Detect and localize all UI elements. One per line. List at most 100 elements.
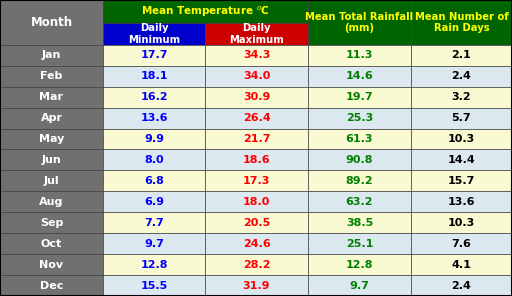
Bar — [0, 45, 103, 66]
Bar — [0, 108, 103, 128]
Bar — [205, 233, 308, 254]
Bar — [103, 128, 205, 149]
Text: Jan: Jan — [42, 50, 61, 60]
Text: 24.6: 24.6 — [243, 239, 270, 249]
Text: Feb: Feb — [40, 71, 62, 81]
Text: 14.4: 14.4 — [447, 155, 475, 165]
Text: 20.5: 20.5 — [243, 218, 270, 228]
Bar — [205, 149, 308, 170]
Bar — [0, 233, 103, 254]
Bar — [308, 0, 411, 45]
Text: 38.5: 38.5 — [346, 218, 373, 228]
Text: Daily
Minimum: Daily Minimum — [128, 23, 180, 45]
Text: 8.0: 8.0 — [144, 155, 164, 165]
Text: 12.8: 12.8 — [346, 260, 373, 270]
Text: 15.5: 15.5 — [140, 281, 167, 291]
Bar — [411, 170, 512, 191]
Bar — [308, 212, 411, 233]
Text: 61.3: 61.3 — [346, 134, 373, 144]
Text: 30.9: 30.9 — [243, 92, 270, 102]
Bar — [205, 275, 308, 296]
Bar — [411, 0, 512, 45]
Bar — [205, 170, 308, 191]
Text: 6.9: 6.9 — [144, 197, 164, 207]
Bar — [411, 212, 512, 233]
Text: 26.4: 26.4 — [243, 113, 270, 123]
Text: 17.3: 17.3 — [243, 176, 270, 186]
Bar — [103, 23, 205, 45]
Text: Dec: Dec — [40, 281, 63, 291]
Bar — [205, 87, 308, 108]
Bar — [205, 212, 308, 233]
Bar — [205, 128, 308, 149]
Bar — [0, 87, 103, 108]
Text: 15.7: 15.7 — [448, 176, 475, 186]
Bar — [308, 108, 411, 128]
Bar — [0, 170, 103, 191]
Bar — [308, 191, 411, 212]
Text: 7.7: 7.7 — [144, 218, 164, 228]
Bar — [205, 108, 308, 128]
Text: Daily
Maximum: Daily Maximum — [229, 23, 284, 45]
Bar — [411, 66, 512, 87]
Text: 18.1: 18.1 — [140, 71, 168, 81]
Text: Jun: Jun — [41, 155, 61, 165]
Text: 19.7: 19.7 — [346, 92, 373, 102]
Text: Mean Temperature $^o$C: Mean Temperature $^o$C — [141, 4, 270, 19]
Bar — [103, 87, 205, 108]
Text: 31.9: 31.9 — [243, 281, 270, 291]
Text: Oct: Oct — [41, 239, 62, 249]
Text: 2.1: 2.1 — [452, 50, 472, 60]
Bar — [308, 170, 411, 191]
Bar — [103, 0, 308, 23]
Text: 18.6: 18.6 — [243, 155, 270, 165]
Bar — [103, 233, 205, 254]
Bar — [205, 23, 308, 45]
Text: 63.2: 63.2 — [346, 197, 373, 207]
Bar — [103, 191, 205, 212]
Text: 90.8: 90.8 — [346, 155, 373, 165]
Bar — [308, 66, 411, 87]
Bar — [103, 108, 205, 128]
Text: 5.7: 5.7 — [452, 113, 472, 123]
Text: 12.8: 12.8 — [140, 260, 168, 270]
Bar — [103, 45, 205, 66]
Bar — [411, 149, 512, 170]
Text: 9.7: 9.7 — [144, 239, 164, 249]
Bar — [308, 254, 411, 275]
Bar — [0, 212, 103, 233]
Bar — [103, 149, 205, 170]
Text: Sep: Sep — [40, 218, 63, 228]
Text: 17.7: 17.7 — [140, 50, 168, 60]
Bar — [308, 275, 411, 296]
Bar — [411, 87, 512, 108]
Bar — [411, 233, 512, 254]
Bar — [103, 66, 205, 87]
Bar — [411, 128, 512, 149]
Text: 16.2: 16.2 — [140, 92, 168, 102]
Text: 21.7: 21.7 — [243, 134, 270, 144]
Text: 13.6: 13.6 — [140, 113, 168, 123]
Text: Nov: Nov — [39, 260, 63, 270]
Text: Mar: Mar — [39, 92, 63, 102]
Text: 13.6: 13.6 — [448, 197, 475, 207]
Bar — [205, 191, 308, 212]
Text: Mean Total Rainfall
(mm): Mean Total Rainfall (mm) — [306, 12, 414, 33]
Bar — [411, 45, 512, 66]
Text: 6.8: 6.8 — [144, 176, 164, 186]
Text: 9.7: 9.7 — [350, 281, 370, 291]
Bar — [308, 87, 411, 108]
Text: 18.0: 18.0 — [243, 197, 270, 207]
Bar — [205, 66, 308, 87]
Text: 14.6: 14.6 — [346, 71, 373, 81]
Text: 34.3: 34.3 — [243, 50, 270, 60]
Bar — [103, 254, 205, 275]
Text: 34.0: 34.0 — [243, 71, 270, 81]
Bar — [0, 128, 103, 149]
Text: 10.3: 10.3 — [448, 218, 475, 228]
Text: Mean Number of
Rain Days: Mean Number of Rain Days — [415, 12, 508, 33]
Bar — [411, 108, 512, 128]
Text: Apr: Apr — [40, 113, 62, 123]
Text: 2.4: 2.4 — [452, 71, 472, 81]
Bar — [0, 254, 103, 275]
